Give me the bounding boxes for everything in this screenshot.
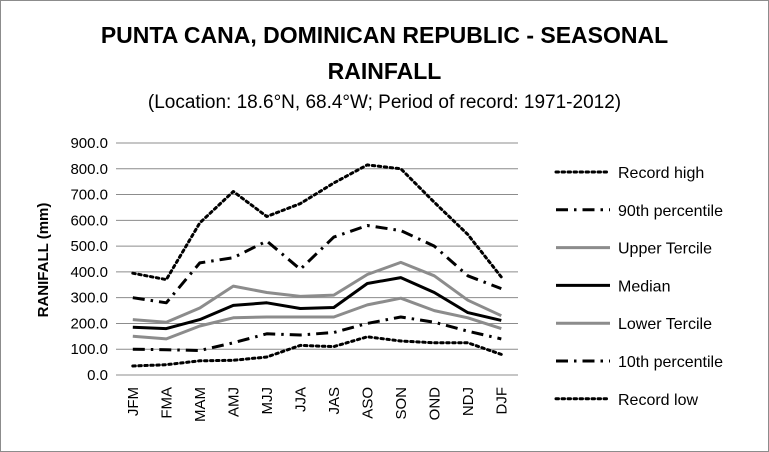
series-line-upper-tercile xyxy=(132,260,502,324)
series-line-record-high xyxy=(131,163,503,282)
x-tick-label: MAM xyxy=(192,387,209,422)
series-line-90th-percentile xyxy=(132,224,502,305)
y-tick-label: 600.0 xyxy=(70,212,108,229)
x-tick-label: JFM xyxy=(125,387,142,416)
legend-label: Median xyxy=(618,278,670,295)
series-line-record-low xyxy=(131,335,503,368)
gridlines xyxy=(116,142,518,376)
y-tick-label: 300.0 xyxy=(70,290,108,307)
x-tick-label: FMA xyxy=(158,387,175,419)
chart-subtitle: (Location: 18.6°N, 68.4°W; Period of rec… xyxy=(147,92,622,113)
legend-label: Record low xyxy=(618,392,698,409)
y-tick-label: 400.0 xyxy=(70,264,108,281)
series-lines xyxy=(131,163,503,368)
legend-label: 90th percentile xyxy=(618,203,723,220)
series-line-lower-tercile xyxy=(132,296,502,341)
x-tick-label: DJF xyxy=(493,387,510,415)
legend: Record high 90th percentile Upper Tercile M… xyxy=(554,165,723,409)
y-tick-label: 100.0 xyxy=(70,341,108,358)
x-tick-label: ASO xyxy=(359,387,376,419)
y-tick-label: 500.0 xyxy=(70,238,108,255)
x-tick-label: NDJ xyxy=(460,387,477,416)
y-tick-label: 700.0 xyxy=(70,187,108,204)
chart-title-line2: RAINFALL xyxy=(327,58,442,84)
x-axis-ticks: JFM FMA MAM AMJ MJJ JJA JAS ASO SON OND NDJ DJF xyxy=(125,387,511,422)
legend-label: 10th percentile xyxy=(618,354,723,371)
legend-label: Lower Tercile xyxy=(618,316,712,333)
y-tick-label: 200.0 xyxy=(70,315,108,332)
y-axis-label: RANIFALL (mm) xyxy=(35,203,52,318)
y-tick-label: 900.0 xyxy=(70,135,108,152)
legend-label: Upper Tercile xyxy=(618,241,712,258)
series-line-median xyxy=(132,276,502,331)
x-tick-label: JJA xyxy=(292,387,309,412)
y-tick-label: 800.0 xyxy=(70,161,108,178)
chart-title: PUNTA CANA, DOMINICAN REPUBLIC - SEASONA… xyxy=(100,22,669,48)
series-line-10th-percentile xyxy=(132,315,502,352)
x-tick-label: MJJ xyxy=(259,387,276,415)
x-tick-label: JAS xyxy=(326,387,343,415)
x-tick-label: SON xyxy=(393,387,410,420)
y-tick-label: 0.0 xyxy=(87,367,108,384)
legend-label: Record high xyxy=(618,165,704,182)
x-tick-label: AMJ xyxy=(225,387,242,417)
x-tick-label: OND xyxy=(426,387,443,421)
y-axis-ticks: 0.0 100.0 200.0 300.0 400.0 500.0 600.0 700.0 80… xyxy=(70,135,108,384)
